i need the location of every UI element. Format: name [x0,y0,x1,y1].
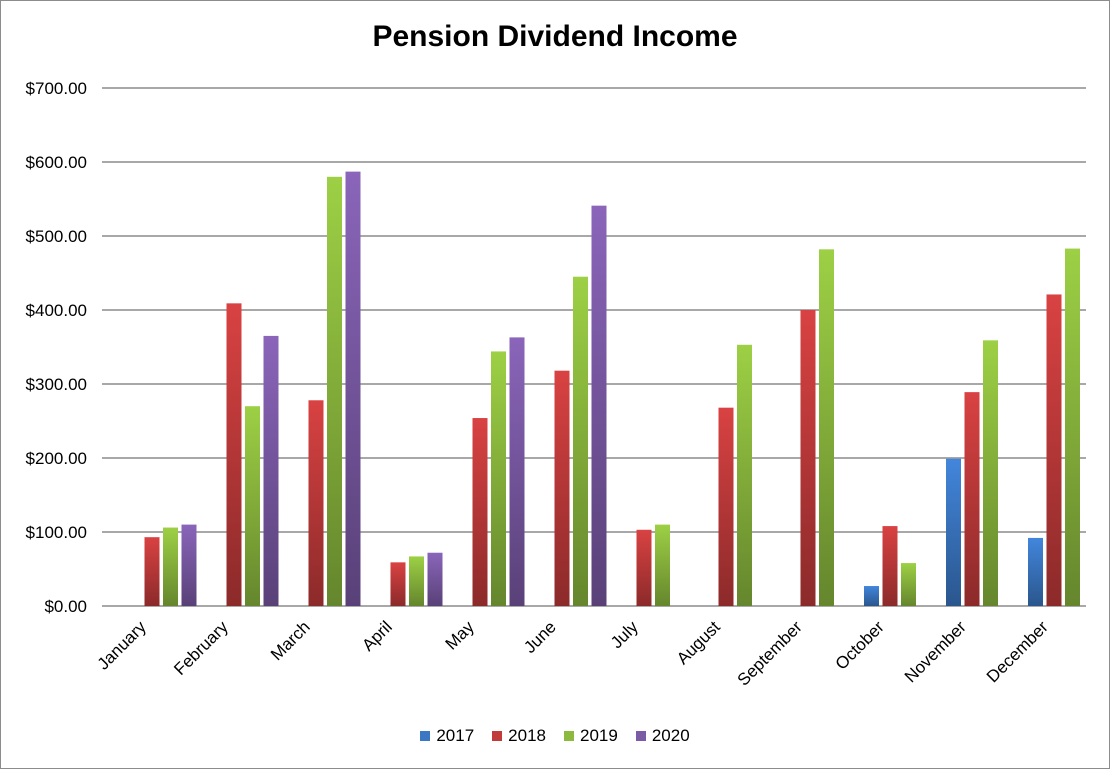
bar-2020-january [181,524,197,606]
bar-2019-august [737,344,752,606]
bar-2020-february [263,335,279,606]
legend-item-2019: 2019 [564,726,618,746]
y-tick-label: $0.00 [44,597,87,616]
bar-2017-november [946,458,961,606]
bar-2018-november [964,392,980,606]
x-tick-label: November [901,617,970,686]
legend-swatch [564,731,574,741]
legend-item-2017: 2017 [420,726,474,746]
bar-2019-november [983,340,998,606]
x-tick-label: January [94,617,151,674]
legend-swatch [420,731,431,741]
legend-label: 2018 [508,726,546,745]
x-tick-label: March [267,617,314,664]
bar-2018-october [882,526,898,606]
chart-title: Pension Dividend Income [372,20,738,53]
x-tick-label: September [734,617,806,689]
bar-2018-august [718,407,734,606]
bar-2019-september [819,249,834,606]
bar-2019-january [163,527,178,606]
bar-2020-march [345,171,361,606]
bar-2018-june [554,370,570,606]
legend-label: 2020 [651,726,690,745]
bar-2019-june [573,276,588,606]
bar-2019-april [409,556,424,606]
bar-2020-may [509,337,525,606]
y-tick-label: $500.00 [26,227,87,246]
x-axis-tick-labels: January February March April May June July Augu… [94,617,1052,690]
legend-label: 2019 [580,726,618,745]
bar-2018-january [144,537,160,606]
legend-label: 2017 [436,726,475,745]
x-tick-label: October [832,617,888,673]
bar-2019-march [327,176,342,607]
bar-2020-april [427,552,443,606]
bar-2019-october [901,563,916,606]
bar-2018-december [1046,294,1062,606]
y-tick-label: $600.00 [26,153,87,172]
legend-item-2020: 2020 [635,726,690,746]
y-axis-tick-labels: $0.00 $100.00 $200.00 $300.00 $400.00 $500.00… [26,79,87,616]
x-tick-label: August [673,617,724,668]
bar-2017-october [864,586,879,606]
bar-2019-july [655,524,670,606]
legend: 2017 2018 2019 2020 [0,726,1110,746]
bar-2018-may [472,418,488,606]
legend-swatch [635,731,646,741]
bar-2019-may [491,351,506,606]
bar-2018-july [636,529,652,606]
x-tick-label: July [607,617,642,652]
x-tick-label: June [520,617,560,657]
x-tick-label: May [442,617,478,653]
y-tick-label: $700.00 [26,79,87,98]
bar-2018-april [390,562,406,606]
legend-item-2018: 2018 [492,726,546,746]
x-tick-label: February [170,617,232,679]
x-tick-label: April [358,617,395,654]
y-tick-label: $200.00 [26,449,87,468]
bar-2020-june [591,205,607,606]
y-tick-label: $100.00 [26,523,87,542]
x-tick-label: December [983,617,1052,686]
bar-2018-september [800,310,816,606]
y-tick-label: $300.00 [26,375,87,394]
legend-swatch [492,731,503,741]
bar-2018-march [308,400,324,606]
bar-2019-february [245,406,260,606]
bar-2017-december [1028,537,1043,606]
bar-2019-december [1065,248,1080,606]
bar-2018-february [226,303,242,606]
bars [144,171,1080,607]
y-tick-label: $400.00 [26,301,87,320]
